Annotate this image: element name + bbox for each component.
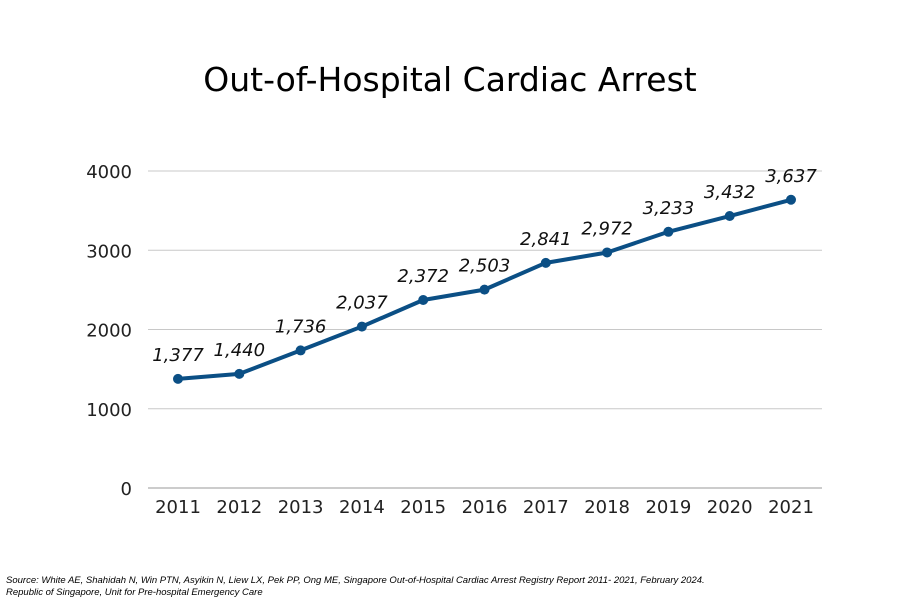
x-tick-label: 2011	[155, 497, 201, 518]
data-label: 2,372	[397, 266, 449, 287]
data-point	[786, 194, 796, 205]
data-point	[234, 368, 245, 379]
chart-title: Out-of-Hospital Cardiac Arrest	[203, 60, 697, 99]
data-point	[173, 373, 183, 384]
data-point	[356, 321, 367, 332]
x-tick-label: 2020	[707, 497, 753, 518]
data-label: 1,736	[275, 316, 327, 337]
data-label: 2,972	[581, 218, 633, 239]
data-point	[663, 226, 674, 237]
y-tick-label: 1000	[86, 400, 132, 421]
x-tick-label: 2014	[339, 497, 385, 518]
x-tick-label: 2015	[400, 497, 446, 518]
data-label: 3,432	[704, 182, 756, 203]
data-point	[295, 345, 306, 356]
data-point	[418, 295, 429, 306]
y-tick-label: 2000	[86, 321, 132, 342]
y-tick-label: 0	[121, 479, 132, 500]
data-label: 2,037	[336, 293, 388, 314]
data-label: 3,233	[643, 198, 695, 219]
x-tick-label: 2012	[216, 497, 262, 518]
data-point	[540, 257, 551, 268]
data-label: 1,440	[214, 340, 266, 361]
x-tick-label: 2019	[645, 497, 691, 518]
data-label: 2,503	[459, 256, 511, 277]
data-point	[479, 284, 490, 295]
data-label: 1,377	[152, 345, 204, 366]
source-line-1: Source: White AE, Shahidah N, Win PTN, A…	[6, 575, 705, 586]
x-tick-label: 2016	[462, 497, 508, 518]
data-label: 3,637	[765, 166, 817, 187]
y-tick-label: 4000	[86, 162, 132, 183]
x-tick-label: 2021	[768, 497, 814, 518]
data-point	[602, 247, 613, 258]
y-tick-label: 3000	[86, 241, 132, 262]
data-label: 2,841	[520, 229, 572, 250]
x-tick-label: 2018	[584, 497, 630, 518]
x-tick-label: 2017	[523, 497, 569, 518]
x-tick-label: 2013	[278, 497, 324, 518]
source-line-2: Republic of Singapore, Unit for Pre-hosp…	[6, 587, 263, 598]
data-point	[724, 211, 735, 222]
